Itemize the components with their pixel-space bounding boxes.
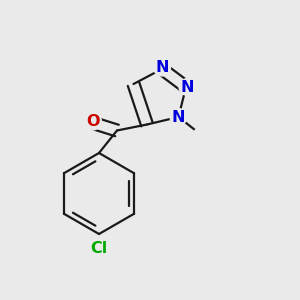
Text: O: O	[86, 114, 100, 129]
Text: N: N	[155, 60, 169, 75]
Text: N: N	[181, 80, 194, 94]
Text: Cl: Cl	[90, 241, 108, 256]
Circle shape	[179, 79, 196, 95]
Circle shape	[85, 113, 101, 130]
Circle shape	[170, 109, 187, 125]
Circle shape	[154, 59, 170, 76]
Circle shape	[194, 128, 205, 139]
Text: N: N	[172, 110, 185, 124]
Circle shape	[91, 240, 107, 257]
